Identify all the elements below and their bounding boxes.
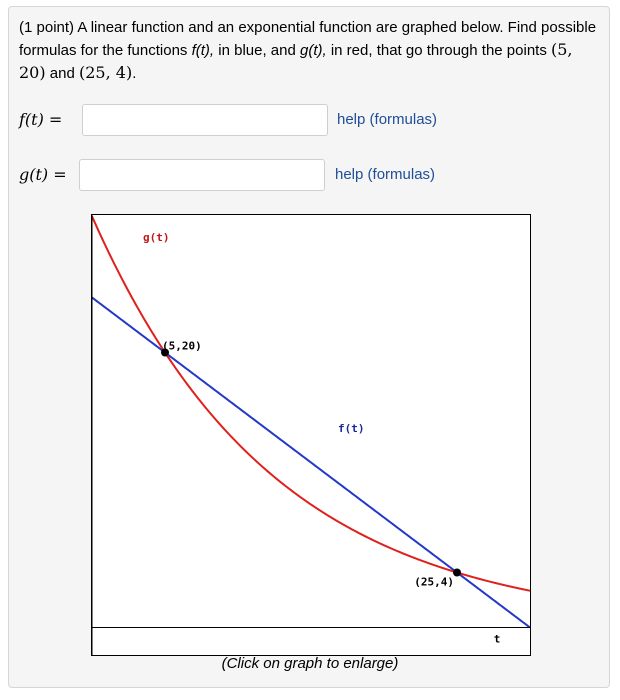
f-answer-input[interactable] [82, 104, 328, 136]
g-answer-input[interactable] [79, 159, 325, 191]
problem-prefix: (1 point) A linear function and an expon… [19, 19, 597, 59]
g-label: g(t) = [19, 165, 67, 184]
f-label-eq: = [43, 110, 63, 129]
f-help-link[interactable]: help (formulas) [337, 111, 438, 128]
point-2: (25, 4) [78, 63, 133, 82]
problem-g-name: g(t), [300, 42, 327, 59]
problem-and: and [45, 65, 79, 82]
marked-point-2 [453, 568, 461, 577]
problem-statement: (1 point) A linear function and an expon… [19, 17, 599, 85]
graph[interactable]: (5,20) (25,4) f(t) g(t) t [91, 214, 531, 656]
f-label-fn: f(t) [19, 110, 44, 129]
graph-caption: (Click on graph to enlarge) [221, 655, 399, 672]
g-label-fn: g(t) [19, 165, 49, 184]
problem-mid-2: in red, that go through the points [326, 42, 551, 59]
problem-f-name: f(t), [191, 42, 215, 59]
plot-background [91, 214, 531, 656]
point-label-1: (5,20) [162, 340, 202, 353]
f-label: f(t) = [19, 110, 62, 129]
point-label-2: (25,4) [414, 576, 454, 589]
series-label-g: g(t) [143, 231, 170, 244]
f-answer-row: f(t) = help (formulas) [19, 104, 599, 136]
series-label-f: f(t) [338, 422, 365, 435]
problem-mid-1: in blue, and [214, 42, 300, 59]
g-label-eq: = [48, 165, 67, 184]
marked-point-1 [161, 348, 169, 357]
plot-border [91, 214, 531, 656]
g-help-link[interactable]: help (formulas) [335, 166, 436, 183]
problem-end: . [132, 65, 137, 82]
x-axis-label: t [494, 633, 501, 646]
graph-svg[interactable]: (5,20) (25,4) f(t) g(t) t [91, 214, 531, 656]
point-1: (5, 20) [19, 40, 573, 82]
g-answer-row: g(t) = help (formulas) [19, 159, 599, 191]
